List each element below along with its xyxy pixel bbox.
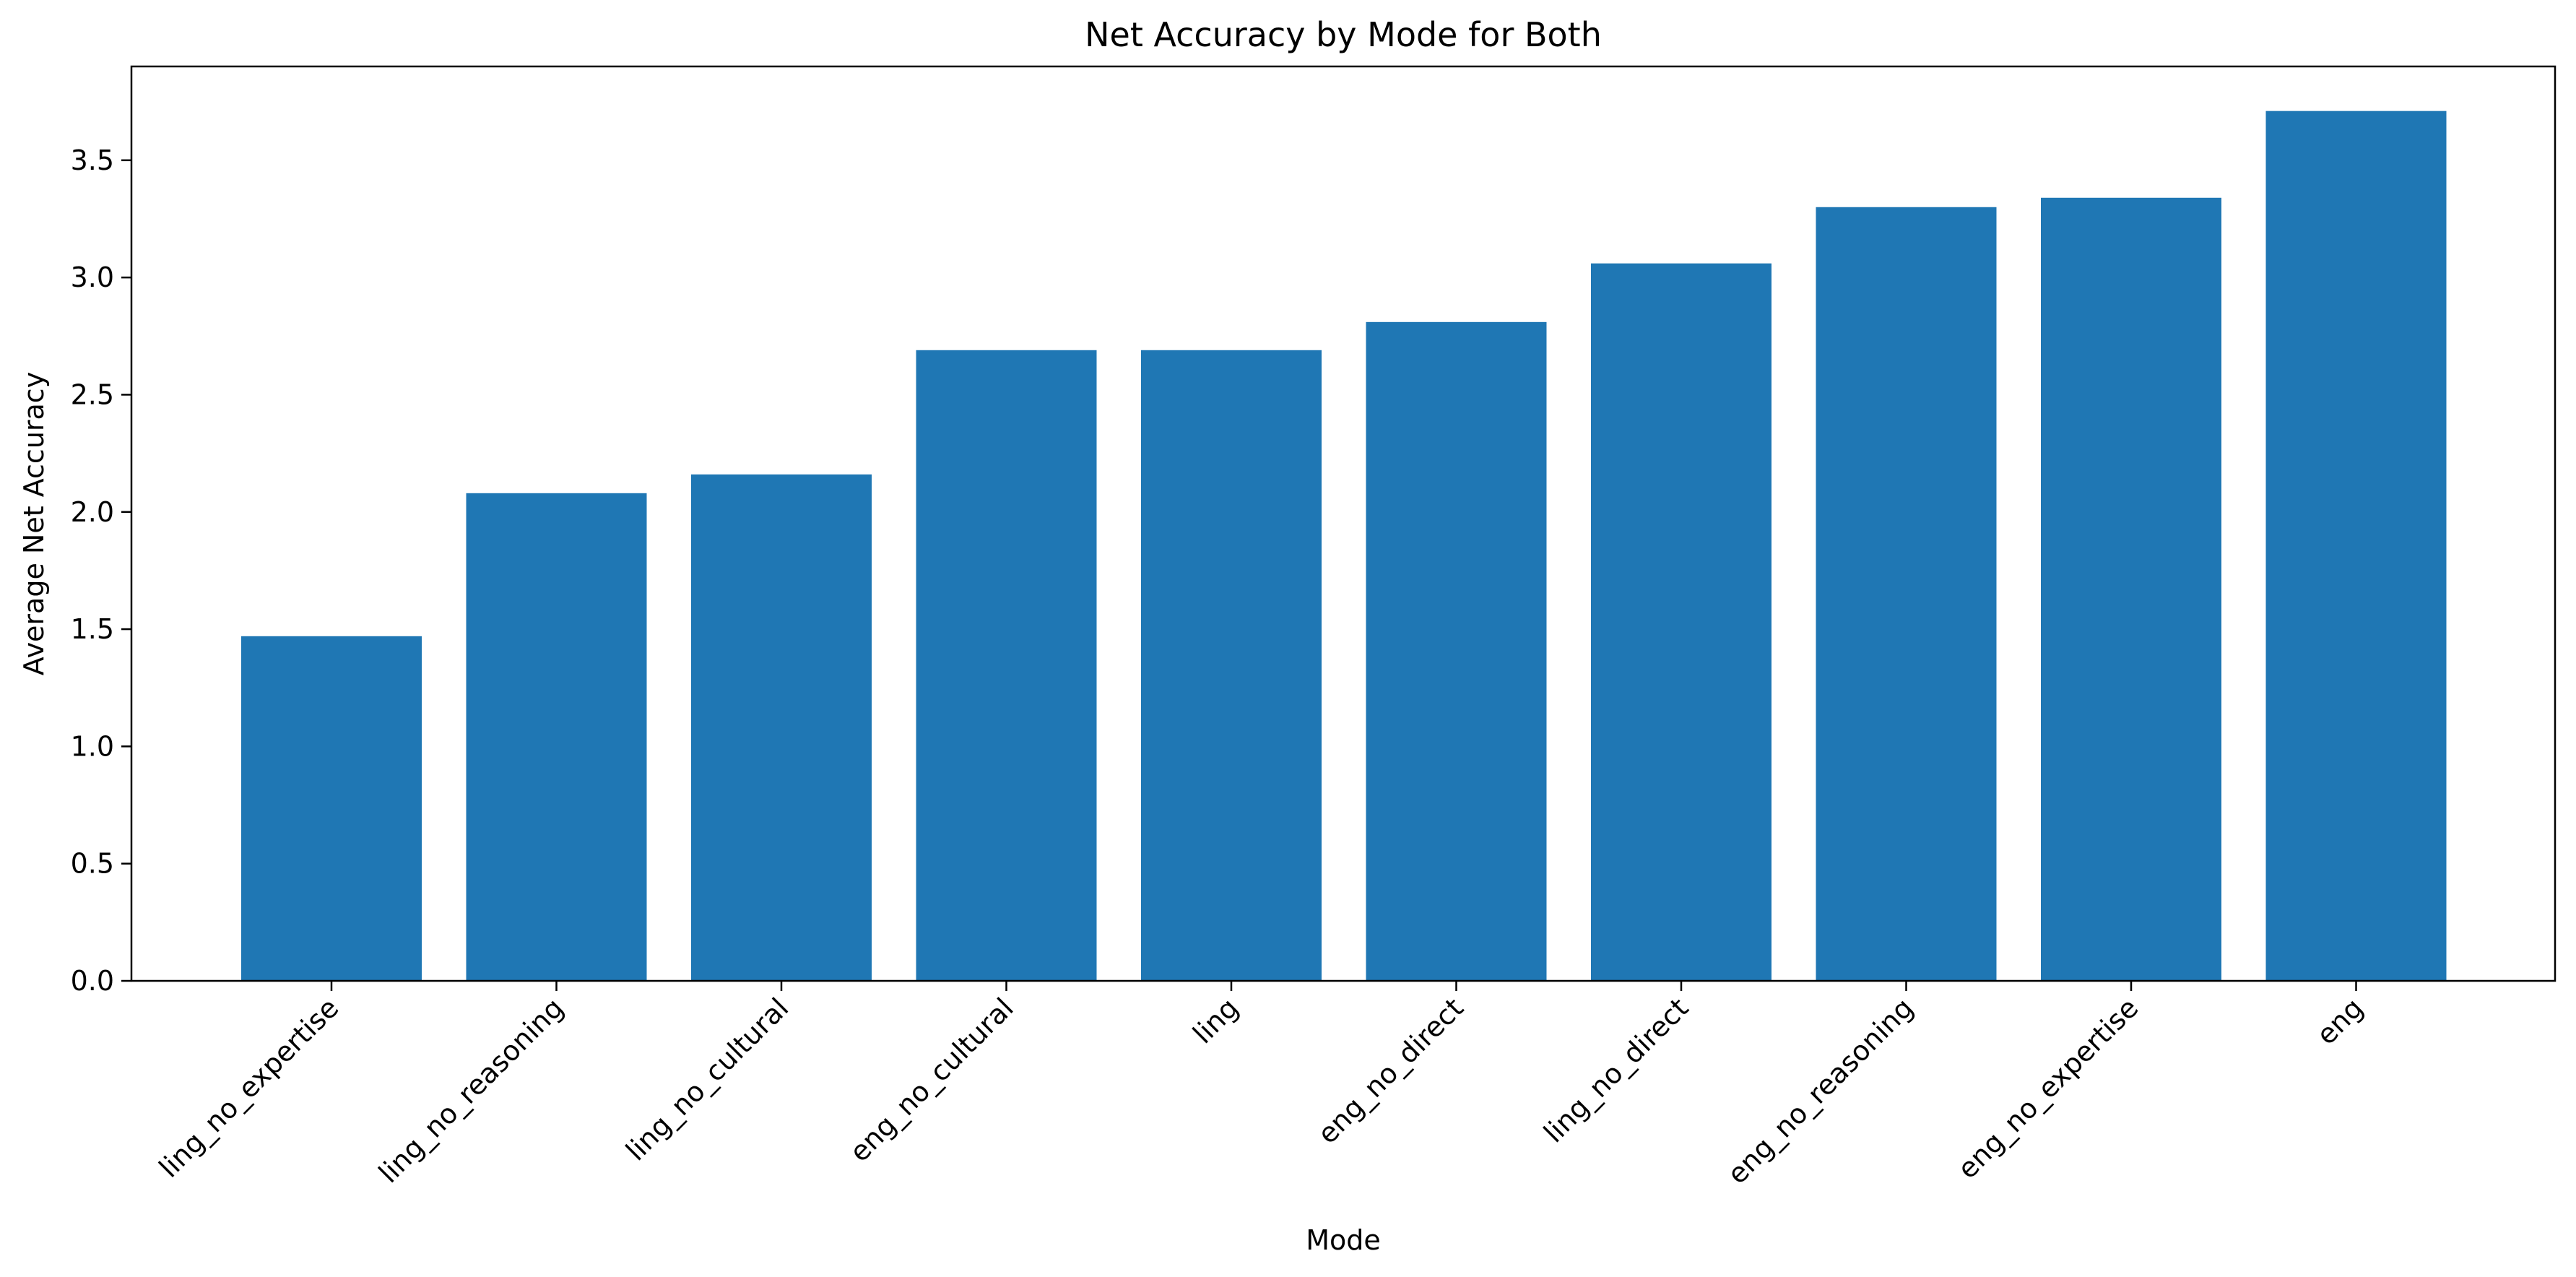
x-axis-title: Mode <box>1306 1224 1381 1256</box>
bar-ling_no_expertise <box>241 636 422 981</box>
bar-ling_no_cultural <box>691 474 872 981</box>
bar-eng_no_expertise <box>2041 197 2221 981</box>
chart-title: Net Accuracy by Mode for Both <box>1085 15 1602 54</box>
y-tick-label: 2.0 <box>71 496 114 528</box>
x-tick-label: eng_no_expertise <box>1951 992 2144 1185</box>
x-tick-label: eng_no_direct <box>1311 992 1470 1150</box>
bar-ling_no_reasoning <box>466 493 647 981</box>
x-tick-label: ling_no_cultural <box>620 992 794 1166</box>
bars-layer <box>241 111 2447 982</box>
x-tick-label: ling_no_expertise <box>153 992 345 1184</box>
x-tick-label: eng <box>2310 992 2369 1051</box>
x-tick-label: ling_no_direct <box>1538 992 1694 1148</box>
plot-frame <box>130 65 2557 982</box>
x-tick-label: ling_no_reasoning <box>373 992 570 1189</box>
y-tick-label: 1.5 <box>71 613 114 645</box>
x-tick-label: ling <box>1187 992 1244 1049</box>
y-tick-label: 1.0 <box>71 730 114 762</box>
bar-eng_no_cultural <box>916 350 1097 981</box>
bar-ling_no_direct <box>1591 263 1771 982</box>
y-axis: 0.0 0.5 1.0 1.5 2.0 2.5 3.0 3.5 <box>71 144 131 997</box>
x-tick-label: eng_no_cultural <box>844 992 1020 1168</box>
y-tick-label: 3.5 <box>71 144 114 176</box>
bar-eng_no_direct <box>1366 321 1547 981</box>
bar-ling <box>1141 350 1322 981</box>
bar-eng <box>2265 111 2447 982</box>
y-axis-title: Average Net Accuracy <box>18 372 50 675</box>
x-tick-label: eng_no_reasoning <box>1721 992 1920 1190</box>
x-axis: ling_no_expertise ling_no_reasoning ling_n… <box>153 981 2369 1190</box>
y-tick-label: 3.0 <box>71 261 114 293</box>
y-tick-label: 0.0 <box>71 965 114 997</box>
bar-eng_no_reasoning <box>1816 207 1997 981</box>
y-tick-label: 0.5 <box>71 848 114 880</box>
y-tick-label: 2.5 <box>71 378 114 410</box>
